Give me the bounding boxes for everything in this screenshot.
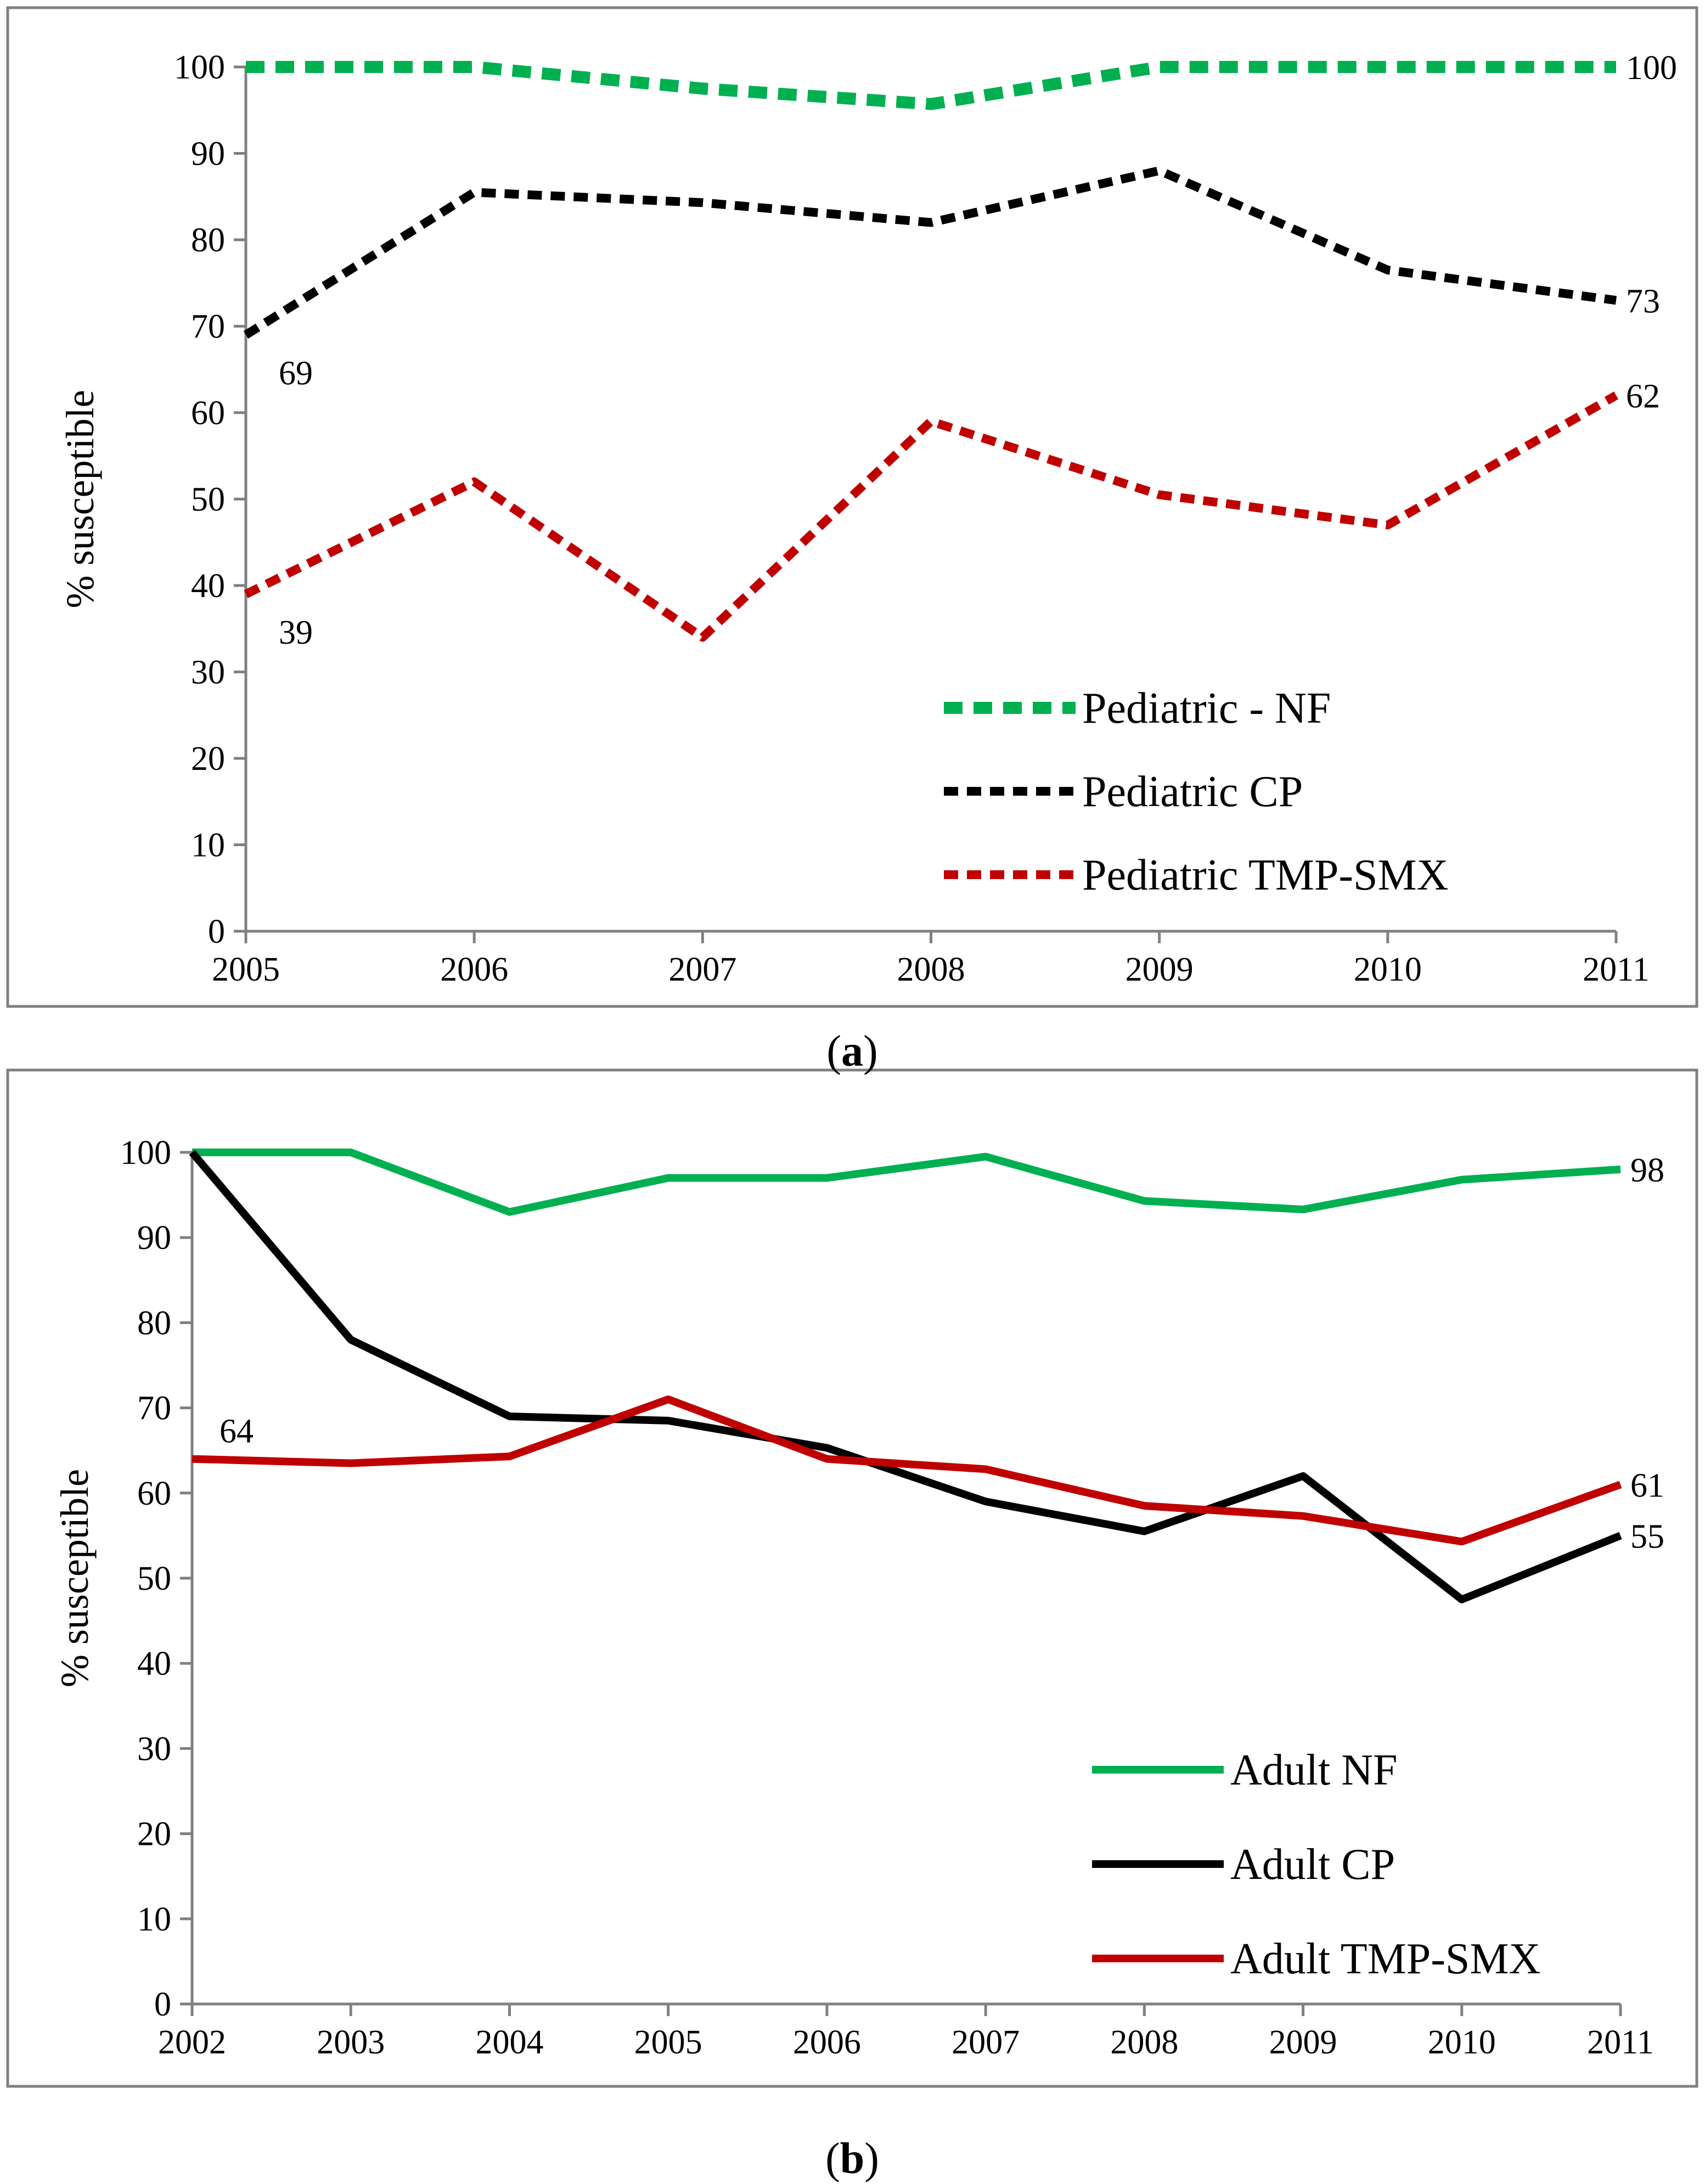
y-tick-label: 0 (154, 1986, 171, 2023)
legend-label: Pediatric CP (1082, 768, 1303, 816)
y-tick-label: 80 (137, 1304, 171, 1342)
x-tick-label: 2009 (1126, 951, 1194, 988)
y-tick-label: 90 (137, 1219, 171, 1257)
series-line-adult-cp (189, 1150, 1622, 1603)
y-tick-label: 100 (120, 1134, 171, 1172)
caption-a: (a) (826, 1027, 877, 1076)
x-tick-label: 2009 (1269, 2024, 1337, 2061)
data-label: 64 (220, 1413, 254, 1450)
panel-b-frame (6, 1068, 1698, 2088)
data-label: 73 (1626, 283, 1660, 320)
data-label: 55 (1630, 1518, 1664, 1555)
y-tick-label: 90 (191, 136, 225, 173)
legend-label: Pediatric - NF (1082, 684, 1331, 733)
x-tick-label: 2010 (1428, 2024, 1496, 2061)
legend-label: Pediatric TMP-SMX (1082, 851, 1448, 899)
chart-a: 0 10 20 30 40 50 60 70 80 90 100 2005 2006 2007 2008 20… (58, 49, 1677, 988)
x-tick-label: 2005 (634, 2024, 702, 2061)
y-axis-label: % susceptible (58, 390, 102, 609)
y-axis-label: % susceptible (53, 1469, 97, 1687)
x-tick-label: 2003 (317, 2024, 385, 2061)
series-line-pediatric-nf (246, 61, 1616, 110)
x-tick-label: 2004 (475, 2024, 543, 2061)
panel-a-frame (6, 6, 1698, 1008)
y-tick-label: 20 (191, 740, 225, 778)
y-tick-label: 30 (191, 654, 225, 691)
x-tick-label: 2002 (158, 2024, 226, 2061)
x-tick-label: 2006 (440, 951, 508, 988)
y-tick-label: 20 (137, 1816, 171, 1853)
x-tick-label: 2007 (952, 2024, 1020, 2061)
y-tick-label: 10 (191, 827, 225, 864)
caption-b: (b) (825, 2135, 879, 2183)
series-line-pediatric-cp (243, 166, 1617, 339)
x-tick-label: 2008 (897, 951, 965, 988)
y-tick-label: 60 (191, 395, 225, 432)
series-line-pediatric-tmp-smx (244, 391, 1618, 642)
x-tick-label: 2007 (668, 951, 736, 988)
x-tick-label: 2011 (1583, 951, 1650, 988)
y-tick-label: 70 (191, 308, 225, 346)
chart-b: 0 10 20 30 40 50 60 70 80 90 100 2002 2003 2004 2005 20… (53, 1134, 1664, 2061)
legend-label: Adult TMP-SMX (1230, 1935, 1540, 1983)
data-label: 62 (1626, 378, 1660, 415)
y-tick-label: 40 (137, 1645, 171, 1682)
y-tick-label: 50 (137, 1560, 171, 1597)
data-label: 100 (1626, 49, 1677, 87)
y-tick-label: 0 (208, 913, 225, 950)
y-tick-label: 30 (137, 1730, 171, 1768)
x-tick-label: 2008 (1110, 2024, 1178, 2061)
y-tick-label: 60 (137, 1475, 171, 1512)
y-tick-label: 50 (191, 481, 225, 519)
y-tick-label: 10 (137, 1901, 171, 1938)
series-line-adult-nf (192, 1149, 1621, 1216)
y-tick-label: 100 (174, 49, 225, 86)
y-tick-label: 40 (191, 567, 225, 605)
y-tick-label: 80 (191, 222, 225, 259)
data-label: 61 (1630, 1467, 1664, 1504)
data-label: 98 (1630, 1152, 1664, 1189)
legend-label: Adult CP (1230, 1840, 1395, 1889)
data-label: 39 (279, 614, 313, 651)
x-tick-label: 2006 (793, 2024, 861, 2061)
x-tick-label: 2005 (212, 951, 280, 988)
y-tick-label: 70 (137, 1390, 171, 1427)
series-line-adult-tmp-smx (192, 1395, 1622, 1546)
x-tick-label: 2011 (1587, 2024, 1654, 2061)
legend-label: Adult NF (1230, 1746, 1398, 1794)
data-label: 69 (279, 354, 313, 392)
x-tick-label: 2010 (1354, 951, 1422, 988)
